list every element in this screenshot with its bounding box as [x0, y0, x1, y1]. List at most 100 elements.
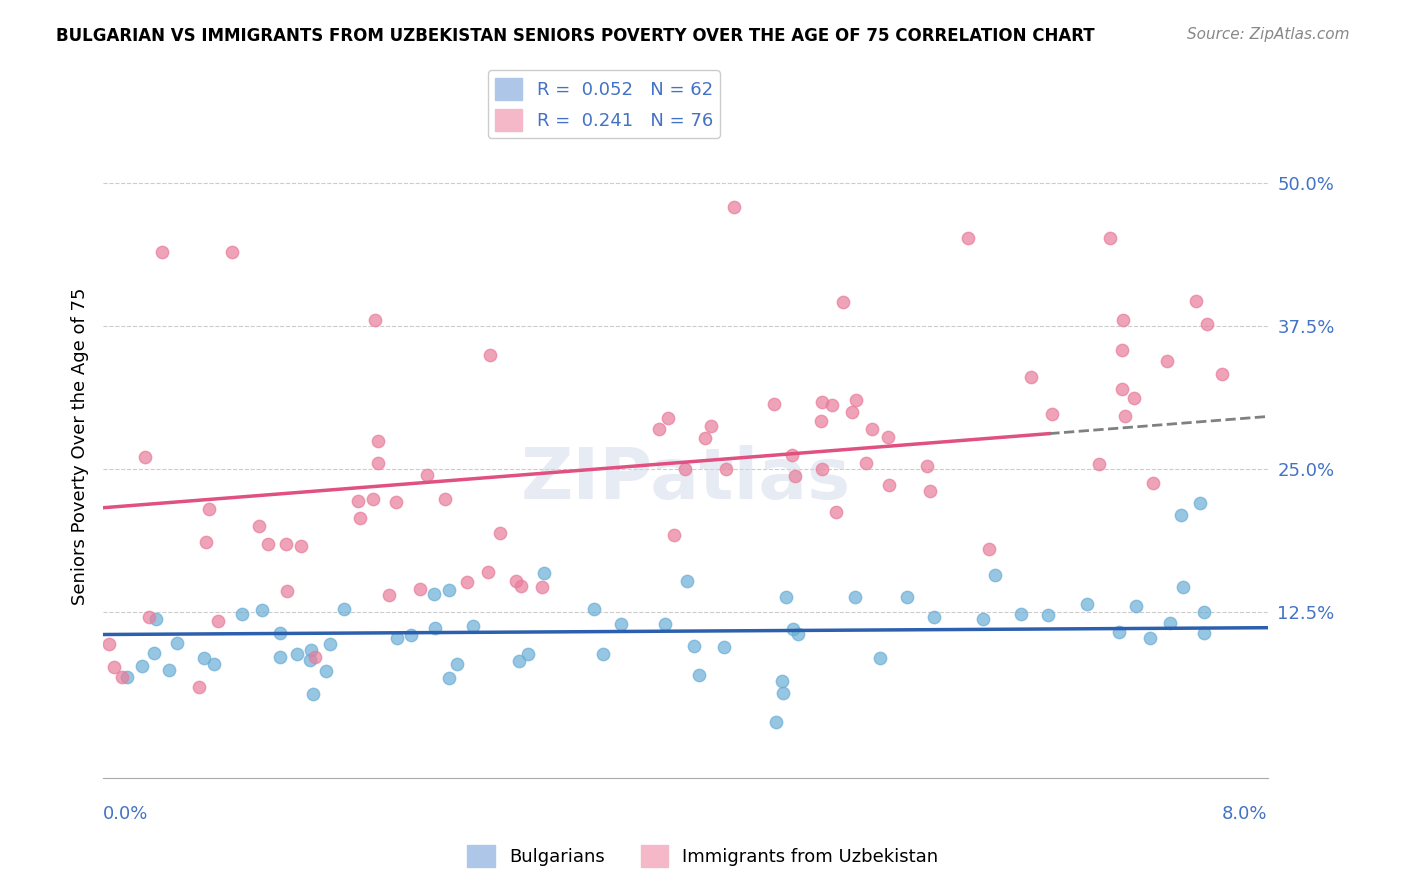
Point	[877, 478, 900, 492]
Point	[505, 574, 527, 588]
Point	[145, 612, 167, 626]
Point	[385, 631, 408, 645]
Point	[198, 501, 221, 516]
Point	[533, 566, 555, 581]
Point	[810, 414, 832, 428]
Point	[202, 657, 225, 671]
Point	[315, 664, 337, 678]
Point	[423, 621, 446, 635]
Text: 8.0%: 8.0%	[1222, 805, 1268, 822]
Point	[592, 647, 614, 661]
Point	[1111, 382, 1133, 396]
Point	[134, 450, 156, 464]
Point	[1099, 231, 1122, 245]
Point	[367, 456, 389, 470]
Point	[1010, 607, 1032, 622]
Point	[700, 419, 723, 434]
Point	[138, 609, 160, 624]
Point	[517, 647, 540, 661]
Point	[194, 535, 217, 549]
Point	[782, 622, 804, 636]
Point	[682, 639, 704, 653]
Point	[103, 660, 125, 674]
Point	[304, 650, 326, 665]
Point	[437, 582, 460, 597]
Point	[1123, 391, 1146, 405]
Point	[193, 650, 215, 665]
Point	[1125, 599, 1147, 614]
Point	[488, 526, 510, 541]
Point	[111, 670, 134, 684]
Point	[765, 715, 787, 730]
Point	[673, 462, 696, 476]
Point	[477, 566, 499, 580]
Point	[775, 590, 797, 604]
Point	[770, 673, 793, 688]
Point	[648, 422, 671, 436]
Point	[811, 462, 834, 476]
Point	[862, 422, 884, 436]
Point	[269, 650, 291, 665]
Point	[378, 588, 401, 602]
Point	[676, 574, 699, 588]
Point	[479, 348, 502, 362]
Point	[1040, 407, 1063, 421]
Point	[385, 495, 408, 509]
Point	[1111, 343, 1133, 357]
Point	[1156, 354, 1178, 368]
Legend: R =  0.052   N = 62, R =  0.241   N = 76: R = 0.052 N = 62, R = 0.241 N = 76	[488, 70, 720, 138]
Point	[610, 616, 633, 631]
Point	[364, 313, 387, 327]
Point	[433, 492, 456, 507]
Text: Source: ZipAtlas.com: Source: ZipAtlas.com	[1187, 27, 1350, 42]
Point	[97, 637, 120, 651]
Point	[869, 650, 891, 665]
Point	[115, 670, 138, 684]
Point	[657, 410, 679, 425]
Point	[361, 491, 384, 506]
Point	[654, 616, 676, 631]
Point	[285, 647, 308, 661]
Point	[714, 462, 737, 476]
Point	[763, 397, 786, 411]
Point	[276, 584, 298, 599]
Point	[456, 574, 478, 589]
Point	[693, 431, 716, 445]
Point	[876, 430, 898, 444]
Point	[1038, 607, 1060, 622]
Point	[896, 591, 918, 605]
Point	[415, 467, 437, 482]
Point	[461, 619, 484, 633]
Text: BULGARIAN VS IMMIGRANTS FROM UZBEKISTAN SENIORS POVERTY OVER THE AGE OF 75 CORRE: BULGARIAN VS IMMIGRANTS FROM UZBEKISTAN …	[56, 27, 1095, 45]
Point	[1088, 457, 1111, 471]
Point	[399, 628, 422, 642]
Point	[855, 456, 877, 470]
Point	[346, 494, 368, 508]
Point	[1139, 631, 1161, 645]
Point	[231, 607, 253, 621]
Point	[723, 200, 745, 214]
Point	[832, 295, 855, 310]
Point	[408, 582, 430, 596]
Point	[824, 505, 846, 519]
Point	[1108, 625, 1130, 640]
Point	[983, 567, 1005, 582]
Point	[1185, 293, 1208, 308]
Point	[922, 610, 945, 624]
Point	[582, 602, 605, 616]
Point	[207, 615, 229, 629]
Point	[269, 626, 291, 640]
Point	[187, 680, 209, 694]
Point	[299, 643, 322, 657]
Point	[1112, 312, 1135, 326]
Text: 0.0%: 0.0%	[103, 805, 149, 822]
Point	[437, 671, 460, 685]
Point	[247, 518, 270, 533]
Point	[841, 405, 863, 419]
Point	[367, 434, 389, 449]
Point	[1188, 496, 1211, 510]
Point	[166, 636, 188, 650]
Point	[1192, 605, 1215, 619]
Point	[977, 542, 1000, 557]
Point	[333, 602, 356, 616]
